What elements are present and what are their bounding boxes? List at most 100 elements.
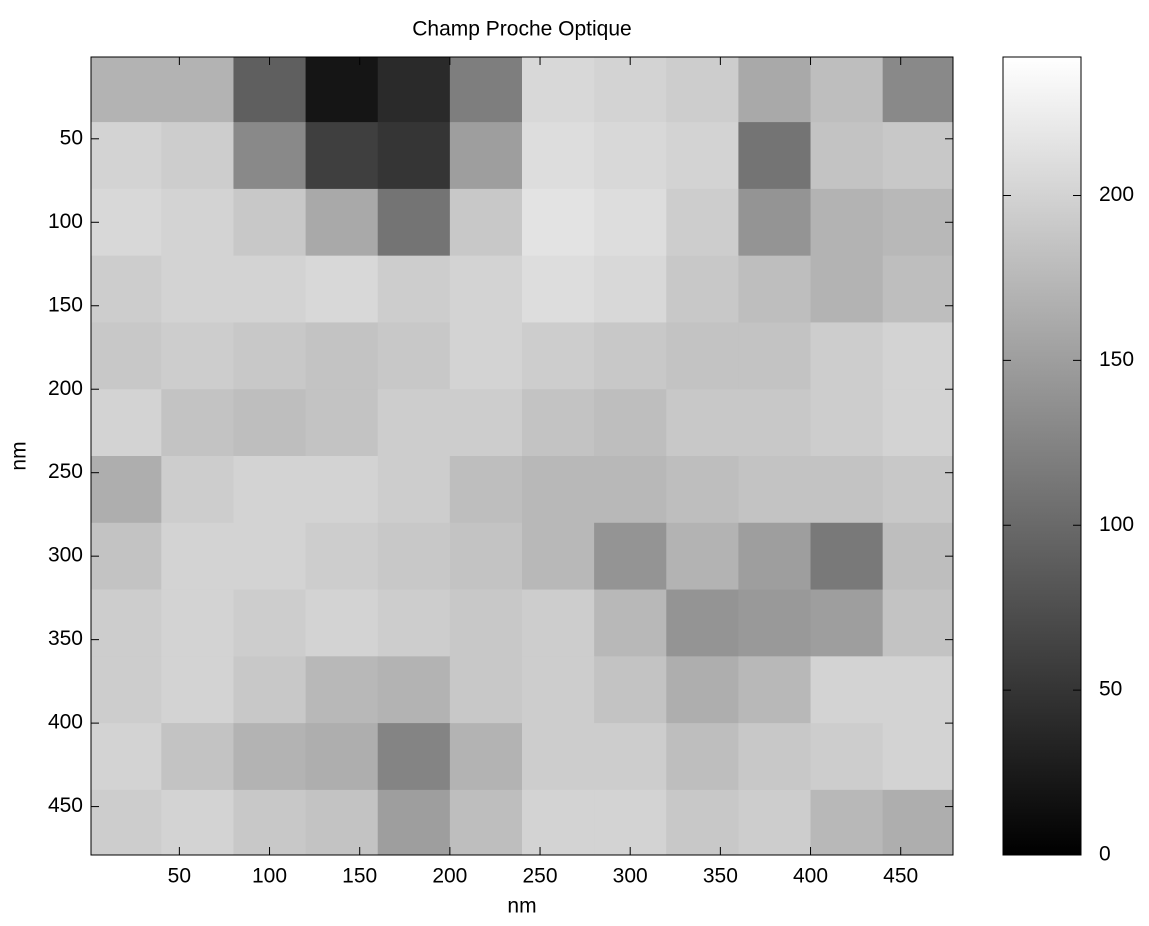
heat-cell (161, 322, 234, 390)
heat-cell (161, 255, 234, 323)
heat-cell (522, 456, 595, 524)
y-tick-label: 400 (48, 711, 83, 734)
heat-cell (882, 389, 953, 457)
heat-cell (666, 57, 739, 123)
heat-cell (233, 589, 307, 657)
heat-cell (91, 255, 162, 323)
heat-cell (161, 723, 234, 791)
heat-cell (161, 456, 234, 524)
heat-cell (305, 322, 379, 390)
heat-cell (594, 789, 667, 855)
heat-cell (522, 522, 595, 591)
colorbar-tick-label: 150 (1099, 348, 1134, 371)
heat-cell (161, 57, 234, 123)
y-tick-label: 450 (48, 794, 83, 817)
heat-cell (305, 389, 379, 457)
heat-cell (377, 57, 451, 123)
heat-cell (810, 589, 884, 657)
heat-cell (810, 57, 884, 123)
heat-cell (449, 723, 523, 791)
x-tick-label: 50 (168, 865, 191, 888)
heat-cell (449, 522, 523, 591)
heat-cell (91, 723, 162, 791)
heat-cell (91, 322, 162, 390)
heat-cell (666, 389, 739, 457)
heat-cell (522, 255, 595, 323)
heat-cell (91, 188, 162, 257)
heat-cell (738, 589, 812, 657)
heat-cell (161, 122, 234, 190)
heat-cell (377, 723, 451, 791)
x-tick-label: 350 (703, 865, 738, 888)
heat-cell (233, 122, 307, 190)
x-tick-label: 150 (342, 865, 377, 888)
heat-cell (594, 656, 667, 724)
heat-cell (305, 589, 379, 657)
heat-cell (882, 255, 953, 323)
heat-cell (449, 122, 523, 190)
heat-cell (161, 589, 234, 657)
heat-cell (377, 255, 451, 323)
heat-cell (666, 789, 739, 855)
heat-cell (377, 122, 451, 190)
heat-cell (522, 322, 595, 390)
heat-cell (91, 122, 162, 190)
heat-cell (882, 789, 953, 855)
heat-cell (810, 255, 884, 323)
heat-cell (666, 723, 739, 791)
heat-cell (449, 389, 523, 457)
heat-cell (666, 522, 739, 591)
heat-cell (882, 723, 953, 791)
heat-cell (738, 656, 812, 724)
y-tick-label: 350 (48, 627, 83, 650)
heat-cell (594, 122, 667, 190)
heat-cell (522, 656, 595, 724)
heat-cell (882, 456, 953, 524)
heat-cell (91, 789, 162, 855)
heat-cell (594, 188, 667, 257)
heat-cell (882, 522, 953, 591)
heat-cell (810, 789, 884, 855)
heat-cell (233, 456, 307, 524)
y-tick-label: 300 (48, 544, 83, 567)
heat-cell (666, 589, 739, 657)
colorbar-tick-label: 0 (1099, 843, 1111, 866)
heat-cell (738, 122, 812, 190)
heat-cell (377, 188, 451, 257)
heat-cell (810, 188, 884, 257)
heat-cell (738, 456, 812, 524)
x-tick-label: 200 (432, 865, 467, 888)
heat-cell (233, 57, 307, 123)
chart-title: Champ Proche Optique (412, 18, 631, 41)
heat-cell (233, 322, 307, 390)
heat-cell (377, 789, 451, 855)
heat-cell (91, 589, 162, 657)
heat-cell (738, 57, 812, 123)
heat-cell (594, 456, 667, 524)
heat-cell (305, 456, 379, 524)
heat-cell (91, 389, 162, 457)
heat-cell (810, 456, 884, 524)
heat-cell (233, 789, 307, 855)
heat-cell (882, 188, 953, 257)
heat-cell (449, 789, 523, 855)
heat-cell (161, 389, 234, 457)
heat-cell (594, 589, 667, 657)
x-axis-label: nm (507, 895, 536, 918)
heat-cell (449, 57, 523, 123)
heat-cell (233, 656, 307, 724)
heat-cell (666, 656, 739, 724)
heat-cell (882, 57, 953, 123)
heat-cell (305, 723, 379, 791)
colorbar-tick-label: 100 (1099, 513, 1134, 536)
y-tick-label: 50 (60, 126, 83, 149)
heat-cell (449, 255, 523, 323)
heat-cell (305, 122, 379, 190)
heat-cell (882, 322, 953, 390)
heat-cell (738, 255, 812, 323)
heat-cell (666, 322, 739, 390)
heat-cell (233, 522, 307, 591)
heat-cell (377, 522, 451, 591)
heat-cell (233, 389, 307, 457)
heat-cell (882, 589, 953, 657)
